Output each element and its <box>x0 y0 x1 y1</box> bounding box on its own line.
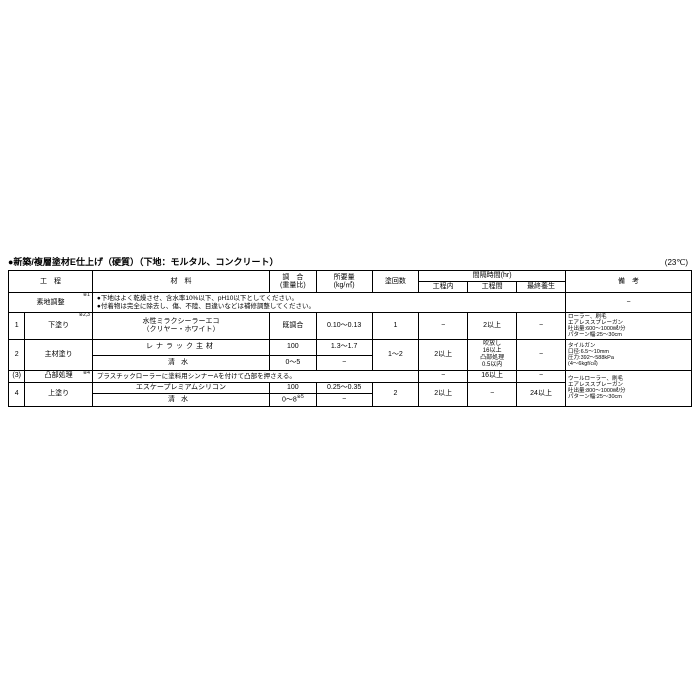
table-title: ●新築/複層塗材E仕上げ（硬質）（下地：モルタル、コンクリート） <box>8 255 278 268</box>
row-substrate: 素地調整 ※1 ●下地はよく乾燥させ、含水率10%以下、pH10以下としてくださ… <box>9 293 692 313</box>
cell-coats-2: 1〜2 <box>372 340 419 371</box>
cell-intin-2: 2以上 <box>419 340 468 371</box>
cell-amt-2b: − <box>316 355 372 370</box>
cell-intbw-1: 2以上 <box>468 313 517 340</box>
note-0-1: ●下地はよく乾燥させ、含水率10%以下、pH10以下としてください。 <box>97 295 561 302</box>
cell-process-1: 下塗り ※2,3 <box>25 313 93 340</box>
cell-num-4: 4 <box>9 383 25 406</box>
cell-process-0: 素地調整 ※1 <box>9 293 93 313</box>
cell-intbw-4: − <box>468 383 517 406</box>
process-1-sup: ※2,3 <box>79 313 90 319</box>
cell-remarks-2: タイルガン 口径:6.5〜10mm 圧力:392〜588kPa (4〜6kgf/… <box>566 340 692 371</box>
process-3-label: 凸部処理 <box>45 372 73 379</box>
th-coats: 塗回数 <box>372 271 419 293</box>
cell-remarks-0: − <box>566 293 692 313</box>
cell-remarks-1: ローラー、刷毛 エアレススプレーガン 吐出量:600〜1000㎖/分 パターン幅… <box>566 313 692 340</box>
th-remarks: 備 考 <box>566 271 692 293</box>
process-0-sup: ※1 <box>83 293 90 299</box>
th-interval: 間隔時間(hr) <box>419 271 566 282</box>
mat-2b-label: 清水 <box>168 359 194 366</box>
process-3-sup: ※4 <box>83 371 90 377</box>
cell-note-0: ●下地はよく乾燥させ、含水率10%以下、pH10以下としてください。 ●付着物は… <box>92 293 565 313</box>
th-int-in: 工程内 <box>419 282 468 293</box>
cell-remarks-4: ウールローラー、刷毛 エアレススプレーガン 吐出量:800〜1000㎖/分 パタ… <box>566 370 692 406</box>
process-1-label: 下塗り <box>48 322 69 329</box>
spec-table-container: ●新築/複層塗材E仕上げ（硬質）（下地：モルタル、コンクリート） (23℃) 工… <box>8 255 692 407</box>
cell-intin-1: − <box>419 313 468 340</box>
cell-amt-4a: 0.25〜0.35 <box>316 383 372 394</box>
cell-num-2: 2 <box>9 340 25 371</box>
cell-intfn-2: − <box>517 340 566 371</box>
th-amount: 所要量 (kg/㎡) <box>316 271 372 293</box>
th-process: 工 程 <box>9 271 93 293</box>
cell-mix-2a: 100 <box>270 340 317 355</box>
cell-process-4: 上塗り <box>25 383 93 406</box>
cell-intfn-4: 24以上 <box>517 383 566 406</box>
cell-num-3: (3) <box>9 370 25 382</box>
cell-mix-1: 既調合 <box>270 313 317 340</box>
cell-intfn-1: − <box>517 313 566 340</box>
cell-intbw-2: 吹放し 16以上 凸部処理 0.5以内 <box>468 340 517 371</box>
th-int-final: 最終養生 <box>517 282 566 293</box>
spec-table: 工 程 材 料 調 合 (重量比) 所要量 (kg/㎡) 塗回数 間隔時間(hr… <box>8 270 692 407</box>
cell-num-1: 1 <box>9 313 25 340</box>
cell-mat-2a: レナラック主材 <box>92 340 269 355</box>
process-0-label: 素地調整 <box>36 299 64 306</box>
cell-intin-3: − <box>419 370 468 382</box>
th-int-between: 工程間 <box>468 282 517 293</box>
cell-process-2: 主材塗り <box>25 340 93 371</box>
cell-process-3: 凸部処理 ※4 <box>25 370 93 382</box>
row-main-1: 2 主材塗り レナラック主材 100 1.3〜1.7 1〜2 2以上 吹放し 1… <box>9 340 692 355</box>
cell-mat-4b: 清水 <box>92 394 269 406</box>
mix-4b-sup: ※5 <box>297 394 304 400</box>
th-mix: 調 合 (重量比) <box>270 271 317 293</box>
cell-mix-4b: 0〜8※5 <box>270 394 317 406</box>
mix-4b-val: 0〜8 <box>282 397 297 404</box>
temperature-note: (23℃) <box>665 258 692 267</box>
row-primer: 1 下塗り ※2,3 水性ミラクシーラーエコ （クリヤー・ホワイト） 既調合 0… <box>9 313 692 340</box>
note-0-2: ●付着物は完全に除去し、傷、不陸、目違いなどは補修調整してください。 <box>97 303 561 310</box>
cell-coats-1: 1 <box>372 313 419 340</box>
cell-amt-2a: 1.3〜1.7 <box>316 340 372 355</box>
cell-mat-1: 水性ミラクシーラーエコ （クリヤー・ホワイト） <box>92 313 269 340</box>
table-header-row: ●新築/複層塗材E仕上げ（硬質）（下地：モルタル、コンクリート） (23℃) <box>8 255 692 268</box>
cell-note-3: プラスチックローラーに塗料用シンナーAを付けて凸部を押さえる。 <box>92 370 418 382</box>
cell-mix-2b: 0〜5 <box>270 355 317 370</box>
row-convex: (3) 凸部処理 ※4 プラスチックローラーに塗料用シンナーAを付けて凸部を押さ… <box>9 370 692 382</box>
cell-amt-4b: − <box>316 394 372 406</box>
cell-coats-4: 2 <box>372 383 419 406</box>
cell-intin-4: 2以上 <box>419 383 468 406</box>
cell-mat-4a: エスケープレミアムシリコン <box>92 383 269 394</box>
cell-intfn-3: − <box>517 370 566 382</box>
cell-mat-2b: 清水 <box>92 355 269 370</box>
cell-mix-4a: 100 <box>270 383 317 394</box>
mat-4b-label: 清水 <box>168 396 194 403</box>
header-row-1: 工 程 材 料 調 合 (重量比) 所要量 (kg/㎡) 塗回数 間隔時間(hr… <box>9 271 692 282</box>
mat-2a-label: レナラック主材 <box>146 343 216 350</box>
th-material: 材 料 <box>92 271 269 293</box>
cell-intbw-3: 16以上 <box>468 370 517 382</box>
cell-amt-1: 0.10〜0.13 <box>316 313 372 340</box>
